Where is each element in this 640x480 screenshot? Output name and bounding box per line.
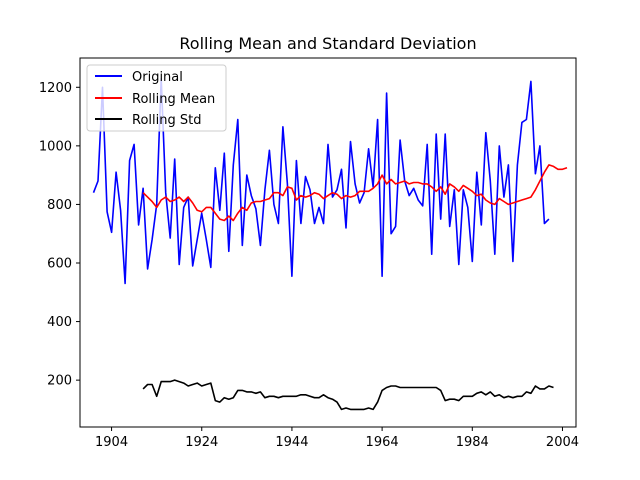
y-tick-label: 200 (47, 374, 72, 389)
y-tick-label: 600 (47, 257, 72, 272)
x-tick-label: 1964 (366, 435, 399, 450)
x-tick-label: 2004 (546, 435, 579, 450)
y-tick-label: 1000 (39, 139, 72, 154)
x-tick-label: 1944 (275, 435, 308, 450)
y-axis: 200 400 600 800 1000 1200 (39, 81, 80, 389)
series-line-original (92, 77, 550, 285)
legend-label-original: Original (132, 70, 183, 85)
y-tick-label: 1200 (39, 81, 72, 96)
x-axis: 1904 1924 1944 1964 1984 2004 (95, 427, 579, 450)
x-tick-label: 1984 (456, 435, 489, 450)
plot-frame (79, 57, 577, 428)
legend: Original Rolling Mean Rolling Std (86, 64, 227, 132)
x-tick-label: 1904 (95, 435, 128, 450)
legend-box (86, 64, 227, 132)
series-line-rolling-std (142, 379, 554, 411)
legend-label-rolling-mean: Rolling Mean (132, 92, 215, 107)
legend-label-rolling-std: Rolling Std (132, 113, 201, 128)
y-tick-label: 800 (47, 198, 72, 213)
y-tick-label: 400 (47, 315, 72, 330)
x-tick-label: 1924 (185, 435, 218, 450)
plot-series (92, 77, 568, 411)
chart-title: Rolling Mean and Standard Deviation (179, 34, 476, 53)
series-line-rolling-mean (142, 164, 568, 222)
